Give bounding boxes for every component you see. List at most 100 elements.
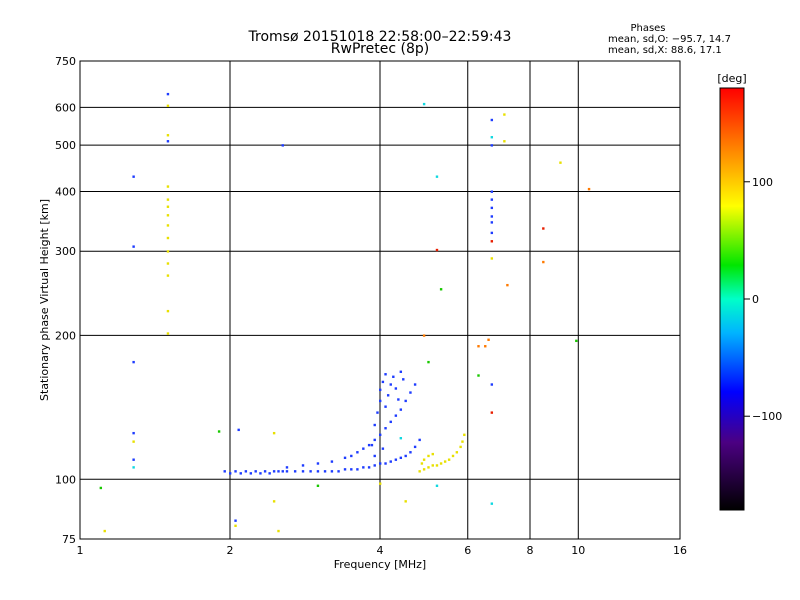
x-axis-ticks: 1 2 4 6 8 10 16 — [77, 544, 688, 557]
data-point — [506, 283, 509, 287]
phases-o-stats: mean, sd,O: −95.7, 14.7 — [608, 34, 731, 45]
data-point — [503, 113, 506, 116]
data-point — [439, 288, 443, 291]
colorbar-gradient — [719, 87, 745, 511]
data-point — [435, 484, 439, 488]
data-point — [379, 433, 382, 437]
x-tick-label: 6 — [464, 544, 471, 557]
data-point — [490, 190, 494, 193]
data-point — [166, 262, 170, 265]
data-point — [343, 468, 347, 471]
data-point — [132, 245, 135, 248]
data-point — [402, 378, 405, 381]
data-point — [166, 332, 170, 335]
data-point — [379, 388, 382, 392]
data-point — [330, 460, 334, 463]
data-point — [132, 458, 135, 461]
data-point — [316, 484, 320, 488]
y-axis-label: Stationary phase Virtual Height [km] — [38, 199, 51, 401]
data-point — [234, 519, 237, 522]
data-point — [166, 185, 170, 188]
data-point — [409, 391, 412, 394]
data-point — [386, 394, 390, 397]
data-point — [350, 468, 353, 471]
data-point — [166, 104, 170, 108]
data-point — [542, 227, 545, 230]
data-point — [404, 500, 407, 503]
data-point — [487, 338, 490, 341]
data-point — [559, 161, 562, 164]
data-point — [367, 466, 371, 469]
data-point — [166, 205, 170, 208]
data-point — [373, 464, 376, 467]
data-point — [309, 470, 312, 473]
data-point — [272, 500, 276, 503]
data-point — [422, 102, 426, 106]
data-point — [461, 440, 464, 443]
data-point — [399, 408, 403, 411]
data-point — [427, 454, 430, 458]
data-point — [132, 431, 135, 435]
data-point — [575, 339, 578, 343]
data-point — [409, 451, 412, 454]
data-point — [362, 466, 365, 469]
data-point — [542, 260, 545, 264]
data-point — [249, 472, 253, 475]
x-tick-label: 4 — [377, 544, 384, 557]
grid-lines — [80, 61, 680, 539]
colorbar-tick-label: 100 — [752, 176, 773, 189]
data-point — [399, 370, 403, 373]
data-point — [490, 257, 494, 260]
data-point — [477, 374, 480, 377]
data-point — [394, 414, 398, 417]
data-point — [435, 175, 439, 178]
data-point — [451, 454, 455, 458]
data-point — [463, 433, 466, 437]
y-tick-label: 400 — [55, 185, 76, 198]
data-point — [381, 447, 385, 450]
x-tick-label: 16 — [673, 544, 687, 557]
data-point — [166, 250, 170, 253]
data-point — [490, 231, 494, 235]
data-point — [484, 345, 487, 348]
data-point — [389, 420, 392, 424]
data-point — [427, 360, 430, 364]
data-point — [503, 140, 506, 143]
data-point — [166, 214, 170, 217]
data-point — [418, 470, 421, 473]
data-point — [239, 472, 242, 475]
colorbar: [deg] 100 0 −100 — [717, 72, 782, 511]
data-point — [490, 144, 494, 147]
data-point — [166, 134, 170, 137]
data-point — [392, 375, 395, 378]
data-point — [389, 383, 392, 386]
data-point — [435, 248, 439, 252]
colorbar-ticks: 100 0 −100 — [744, 176, 782, 423]
data-point — [356, 451, 359, 454]
data-point — [272, 470, 276, 473]
data-point — [384, 373, 387, 376]
data-point — [370, 443, 374, 447]
data-point — [490, 221, 494, 224]
data-point — [384, 427, 387, 430]
y-tick-label: 100 — [55, 473, 76, 486]
y-tick-label: 750 — [55, 55, 76, 68]
data-point — [447, 458, 451, 461]
data-point — [373, 423, 376, 427]
data-point — [399, 456, 403, 460]
data-points — [99, 92, 591, 533]
data-point — [223, 470, 226, 473]
data-point — [413, 383, 417, 386]
data-point — [490, 411, 494, 414]
data-point — [427, 466, 430, 469]
data-point — [356, 468, 359, 471]
data-point — [244, 470, 248, 473]
data-point — [343, 456, 347, 460]
data-point — [234, 470, 237, 473]
data-point — [384, 462, 387, 465]
data-point — [394, 458, 398, 461]
data-point — [381, 380, 385, 384]
data-point — [394, 387, 398, 390]
phases-label: Phases — [630, 23, 665, 34]
